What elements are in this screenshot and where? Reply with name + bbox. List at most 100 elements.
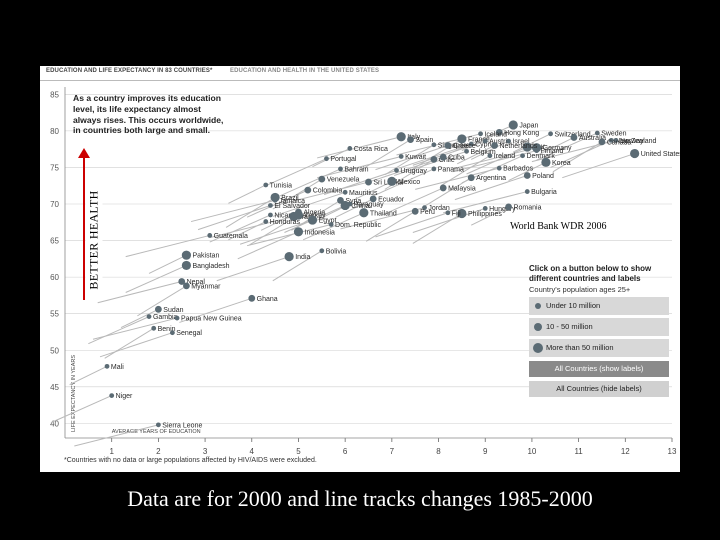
- country-trail: [415, 167, 500, 190]
- country-label: Algeria: [303, 210, 325, 217]
- country-trail: [452, 124, 514, 153]
- country-trail: [74, 424, 159, 447]
- tab-education-life-expectancy[interactable]: EDUCATION AND LIFE EXPECTANCY IN 83 COUN…: [46, 68, 213, 74]
- country-point: [365, 178, 372, 186]
- country-point: [508, 120, 518, 130]
- x-tick-label: 10: [527, 447, 536, 456]
- country-label: Israel: [512, 139, 530, 146]
- country-point: [523, 172, 531, 179]
- country-trail: [443, 191, 528, 214]
- country-point: [169, 330, 175, 336]
- country-trail: [272, 191, 346, 217]
- country-trail: [372, 168, 435, 197]
- y-axis-title: LIFE EXPECTANCY IN YEARS: [71, 355, 77, 432]
- country-point: [109, 393, 115, 398]
- country-label: India: [295, 254, 310, 261]
- y-tick-label: 40: [50, 419, 59, 428]
- x-tick-label: 13: [668, 447, 677, 456]
- show-labels-button[interactable]: All Countries (show labels): [529, 361, 669, 377]
- country-trail: [375, 212, 449, 238]
- country-point: [487, 153, 493, 159]
- legend-size-small[interactable]: Under 10 million: [529, 297, 669, 315]
- country-label: Honduras: [270, 219, 301, 226]
- country-label: Uruguay: [400, 168, 427, 175]
- country-point: [396, 132, 406, 142]
- country-trail: [456, 145, 495, 165]
- country-trail: [323, 169, 397, 195]
- country-label: Ghana: [257, 296, 278, 303]
- footnote: *Countries with no data or large populat…: [64, 457, 317, 464]
- country-point: [248, 294, 256, 302]
- country-point: [104, 363, 110, 369]
- country-point: [151, 325, 157, 331]
- country-trail: [354, 180, 393, 201]
- country-label: Korea: [552, 160, 571, 167]
- country-point: [478, 131, 483, 137]
- country-trail: [552, 141, 603, 173]
- country-trail: [179, 297, 252, 323]
- country-point: [468, 141, 474, 147]
- hide-labels-button[interactable]: All Countries (hide labels): [529, 381, 669, 397]
- country-label: Iran: [300, 214, 312, 221]
- x-tick-label: 1: [109, 447, 114, 456]
- country-label: Argentina: [476, 175, 506, 182]
- country-trail: [246, 223, 332, 247]
- country-point: [430, 155, 438, 163]
- country-point: [522, 142, 532, 152]
- country-point: [495, 128, 503, 136]
- x-tick-label: 2: [156, 447, 161, 456]
- country-point: [263, 219, 269, 224]
- country-point: [491, 142, 498, 149]
- country-point: [207, 233, 213, 238]
- country-label: Romania: [513, 204, 541, 211]
- country-label: Germany: [543, 145, 572, 152]
- country-trail: [228, 184, 266, 204]
- country-label: Sudan: [163, 307, 183, 314]
- country-trail: [246, 189, 309, 218]
- country-trail: [335, 198, 374, 218]
- country-point: [570, 134, 578, 141]
- better-health-label: BETTER HEALTH: [85, 187, 103, 293]
- tab-education-health-us[interactable]: EDUCATION AND HEALTH IN THE UNITED STATE…: [230, 68, 380, 74]
- country-point: [505, 203, 512, 211]
- country-point: [181, 250, 191, 260]
- country-point: [387, 176, 397, 186]
- country-point: [439, 184, 447, 192]
- legend-size-large[interactable]: More than 50 million: [529, 339, 669, 357]
- y-tick-label: 60: [50, 273, 59, 282]
- country-label: Pakistan: [193, 253, 220, 260]
- country-trail: [461, 131, 500, 152]
- country-label: Greece: [453, 143, 476, 150]
- country-trail: [471, 206, 509, 226]
- country-trail: [375, 145, 449, 171]
- country-label: Peru: [420, 209, 435, 216]
- legend-size-label: 10 - 50 million: [546, 322, 593, 331]
- country-trail: [272, 178, 323, 210]
- country-point: [340, 200, 350, 211]
- country-trail: [471, 140, 509, 160]
- country-label: Jamaica: [279, 198, 305, 205]
- legend-size-label: More than 50 million: [546, 343, 614, 352]
- country-label: Malaysia: [448, 185, 476, 192]
- country-label: Cyprus: [475, 142, 498, 149]
- country-label: Jordan: [428, 205, 450, 212]
- source-note: World Bank WDR 2006: [510, 221, 607, 232]
- up-arrow-icon: [78, 148, 90, 158]
- country-point: [630, 148, 640, 159]
- country-label: Niger: [116, 393, 133, 400]
- legend-title-line: different countries and labels: [529, 274, 641, 283]
- country-point: [431, 166, 437, 172]
- country-label: United States: [641, 151, 680, 158]
- country-label: Brazil: [281, 195, 299, 202]
- country-trail: [562, 153, 635, 179]
- country-label: Ireland: [494, 153, 516, 160]
- country-label: Fiji: [452, 210, 461, 217]
- country-label: China: [351, 203, 369, 210]
- country-trail: [228, 221, 266, 241]
- country-label: Egypt: [319, 218, 337, 225]
- country-label: Poland: [532, 173, 554, 180]
- legend-size-mid[interactable]: 10 - 50 million: [529, 318, 669, 336]
- country-label: Chile: [439, 157, 455, 164]
- country-point: [183, 282, 190, 290]
